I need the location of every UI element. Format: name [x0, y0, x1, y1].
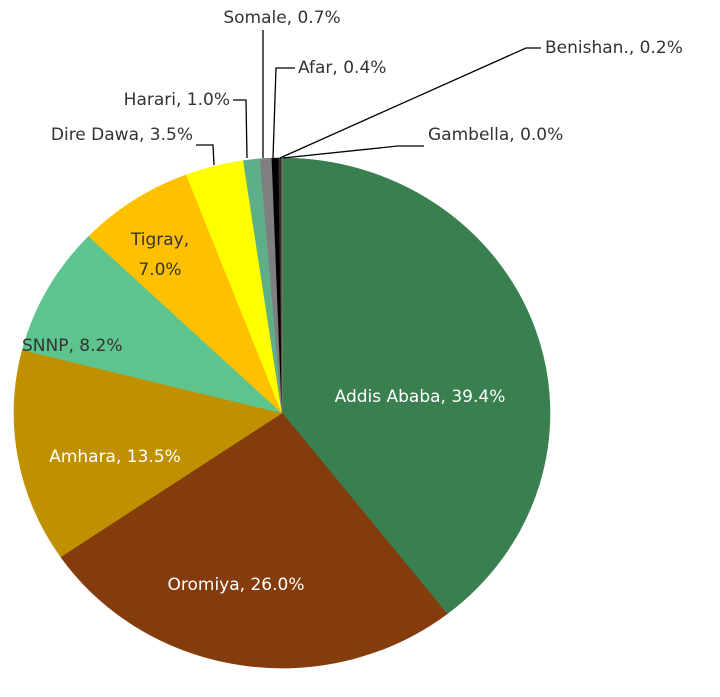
pie-slice [60, 412, 448, 669]
data-label: Tigray, 7.0% [130, 230, 189, 280]
data-label: Addis Ababa, 39.4% [335, 387, 506, 407]
data-label: Oromiya, 26.0% [168, 575, 305, 595]
leader-line [279, 47, 541, 159]
pie-slice [281, 157, 551, 615]
data-label: Gambella, 0.0% [428, 125, 563, 145]
data-label: Somale, 0.7% [223, 8, 340, 28]
leader-line [282, 145, 424, 159]
leader-line [233, 99, 248, 159]
pie-slice [21, 235, 283, 414]
data-label: Benishan., 0.2% [545, 38, 683, 58]
leader-line [272, 67, 295, 159]
data-label: SNNP, 8.2% [22, 336, 122, 356]
data-label: Dire Dawa, 3.5% [51, 125, 193, 145]
pie-slice [13, 349, 283, 558]
data-label: Amhara, 13.5% [49, 447, 181, 467]
data-label: Afar, 0.4% [298, 58, 386, 78]
data-label: Harari, 1.0% [124, 90, 230, 110]
pie-slice [88, 174, 283, 414]
leader-line [196, 144, 215, 166]
